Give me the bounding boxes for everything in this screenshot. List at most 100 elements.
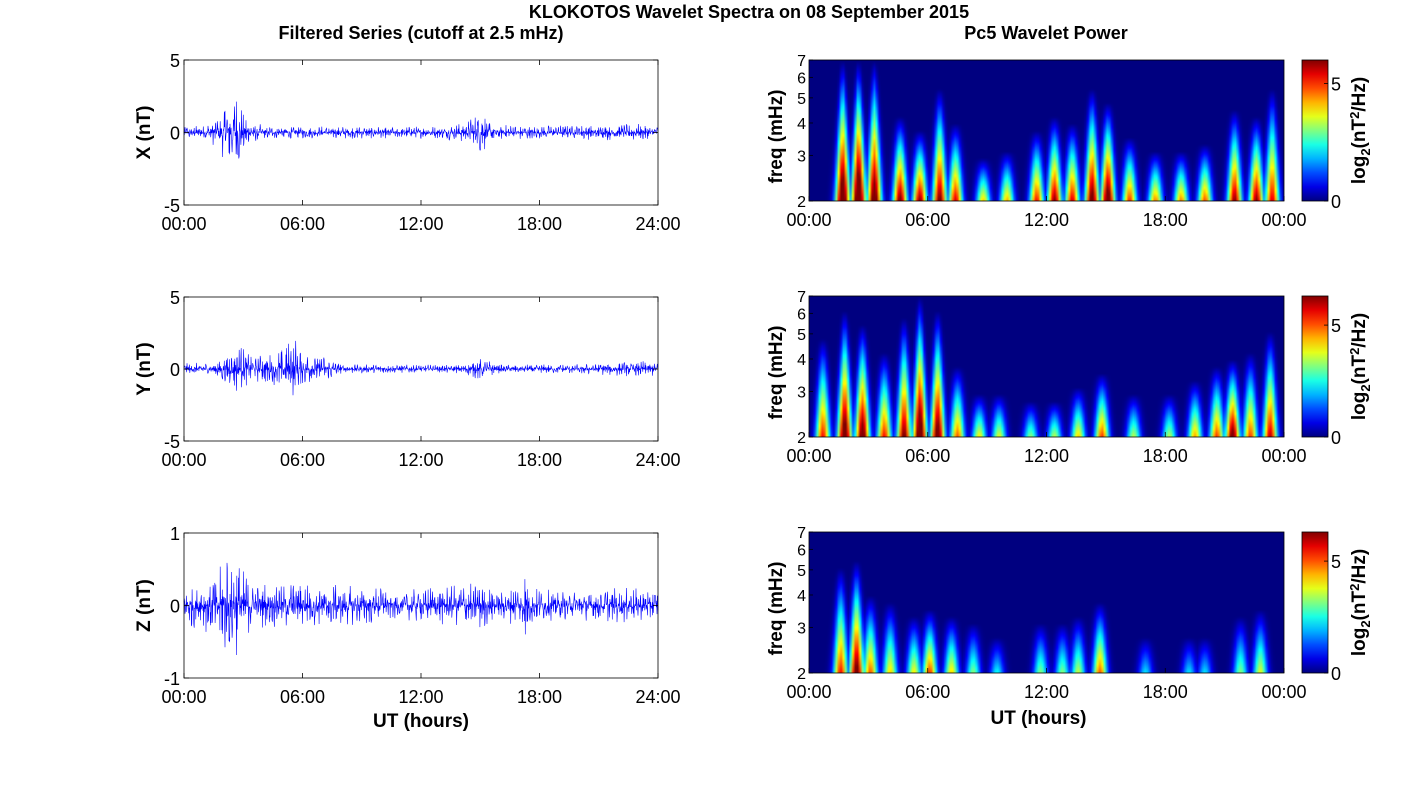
- x-tick-label: 06:00: [280, 687, 325, 707]
- y-tick-label: 5: [170, 51, 180, 71]
- wavelet-power-image: [809, 532, 1284, 673]
- x-tick-label: 06:00: [280, 214, 325, 234]
- y-tick-label: 4: [797, 116, 806, 133]
- y-axis-label: X (nT): [134, 106, 155, 160]
- left-column-title: Filtered Series (cutoff at 2.5 mHz): [278, 23, 563, 43]
- x-tick-label: 06:00: [905, 446, 950, 466]
- wavelet-panel-y: 2 3 4 5 67 00:00 06:00 12:00 18:00 00:00 freq (mHz…: [766, 289, 1373, 466]
- x-tick-label: 12:00: [1024, 682, 1069, 702]
- x-tick-label: 12:00: [398, 450, 443, 470]
- y-tick-label: 3: [797, 384, 806, 401]
- y-tick-label: 2: [797, 666, 806, 683]
- colorbar-tick-label: 5: [1331, 552, 1341, 572]
- y-tick-label: 4: [797, 588, 806, 605]
- x-tick-label: 00:00: [161, 214, 206, 234]
- colorbar-label-part: 2: [1358, 384, 1373, 391]
- x-tick-label: 12:00: [398, 214, 443, 234]
- colorbar-tick-label: 0: [1331, 664, 1341, 684]
- x-tick-label: 00:00: [786, 210, 831, 230]
- x-axis-label: UT (hours): [373, 711, 469, 732]
- y-tick-label: 1: [170, 524, 180, 544]
- y-axis-label: freq (mHz): [766, 90, 787, 184]
- colorbar-label-part: log: [1349, 628, 1370, 657]
- colorbar-label-part: 2: [1358, 620, 1373, 627]
- y-tick-label: 6: [797, 542, 806, 559]
- colorbar-tick-label: 0: [1331, 192, 1341, 212]
- right-column-title: Pc5 Wavelet Power: [964, 23, 1127, 43]
- colorbar: [1301, 295, 1329, 438]
- x-tick-label: 00:00: [786, 446, 831, 466]
- x-tick-label: 18:00: [517, 214, 562, 234]
- x-tick-label: 12:00: [1024, 446, 1069, 466]
- y-axis-label: freq (mHz): [766, 562, 787, 656]
- colorbar-label-part: log: [1349, 392, 1370, 421]
- x-tick-label: 06:00: [280, 450, 325, 470]
- y-tick-label: 6: [797, 306, 806, 323]
- x-tick-label: 18:00: [517, 687, 562, 707]
- colorbar-label-part: (nT: [1349, 355, 1370, 385]
- colorbar-label-part: 2: [1358, 148, 1373, 155]
- wavelet-panel-z: 2 3 4 5 67 00:00 06:00 12:00 18:00 00:00 freq (mHz…: [766, 525, 1373, 729]
- y-tick-label: 2: [797, 194, 806, 211]
- y-tick-label: 4: [797, 352, 806, 369]
- y-tick-label: -5: [164, 196, 180, 216]
- colorbar-label-part: log: [1349, 156, 1370, 185]
- x-tick-label: 18:00: [1143, 682, 1188, 702]
- colorbar-label-part: 2: [1347, 348, 1362, 355]
- timeseries-panel-x: 5 0 -500:00 06:00 12:00 18:00 24:00 X (nT): [134, 51, 681, 234]
- y-tick-label: -1: [164, 669, 180, 689]
- panels: 50-500:00 06:00 12:00 18:00 24:00X (nT)50-50…: [134, 51, 1373, 732]
- y-axis-label: Y (nT): [134, 342, 155, 395]
- series-line-z: [183, 562, 659, 656]
- x-tick-label: 06:00: [905, 682, 950, 702]
- wavelet-panel-x: 2 3 4 5 67 00:00 06:00 12:00 18:00 00:00 freq (mHz…: [766, 53, 1373, 230]
- y-tick-label: 3: [797, 620, 806, 637]
- series-line-x: [183, 101, 659, 159]
- colorbar-tick-label: 5: [1331, 75, 1341, 95]
- x-tick-label: 18:00: [517, 450, 562, 470]
- y-tick-label: 3: [797, 148, 806, 165]
- x-tick-label: 24:00: [635, 687, 680, 707]
- y-tick-label: 5: [797, 563, 806, 580]
- colorbar-label: log2(nT2/Hz): [1347, 549, 1373, 656]
- y-tick-label: 2: [797, 430, 806, 447]
- x-tick-label: 12:00: [398, 687, 443, 707]
- colorbar-tick-label: 0: [1331, 428, 1341, 448]
- y-tick-label: 5: [797, 327, 806, 344]
- colorbar-label-part: 2: [1347, 584, 1362, 591]
- colorbar-label-part: /Hz): [1349, 313, 1370, 348]
- x-tick-label: 00:00: [161, 450, 206, 470]
- x-tick-label: 24:00: [635, 450, 680, 470]
- y-axis-label: freq (mHz): [766, 326, 787, 420]
- series-line-y: [183, 340, 659, 396]
- x-tick-label: 00:00: [1261, 446, 1306, 466]
- x-tick-label: 18:00: [1143, 210, 1188, 230]
- colorbar-label-part: /Hz): [1349, 549, 1370, 584]
- x-tick-label: 00:00: [161, 687, 206, 707]
- x-tick-label: 12:00: [1024, 210, 1069, 230]
- wavelet-power-image: [809, 60, 1284, 201]
- y-tick-label: 7: [797, 289, 806, 306]
- colorbar: [1301, 59, 1329, 202]
- figure-title: KLOKOTOS Wavelet Spectra on 08 September…: [529, 2, 969, 22]
- y-tick-label: 0: [170, 360, 180, 380]
- y-tick-label: 6: [797, 70, 806, 87]
- x-tick-label: 06:00: [905, 210, 950, 230]
- x-tick-label: 24:00: [635, 214, 680, 234]
- y-tick-label: 5: [797, 91, 806, 108]
- colorbar-label-part: (nT: [1349, 591, 1370, 621]
- timeseries-panel-y: 5 0 -500:00 06:00 12:00 18:00 24:00 Y (nT): [134, 288, 681, 470]
- colorbar-tick-label: 5: [1331, 316, 1341, 336]
- colorbar-label: log2(nT2/Hz): [1347, 313, 1373, 420]
- x-tick-label: 00:00: [1261, 210, 1306, 230]
- colorbar-label-part: 2: [1347, 112, 1362, 119]
- colorbar-label: log2(nT2/Hz): [1347, 77, 1373, 184]
- x-tick-label: 00:00: [1261, 682, 1306, 702]
- timeseries-panel-z: 1 0 -100:00 06:00 12:00 18:00 24:00 Z (nT) UT (h…: [134, 524, 681, 732]
- y-axis-label: Z (nT): [134, 579, 155, 632]
- colorbar-label-part: /Hz): [1349, 77, 1370, 112]
- y-tick-label: -5: [164, 432, 180, 452]
- colorbar: [1301, 531, 1329, 674]
- colorbar-label-part: (nT: [1349, 119, 1370, 149]
